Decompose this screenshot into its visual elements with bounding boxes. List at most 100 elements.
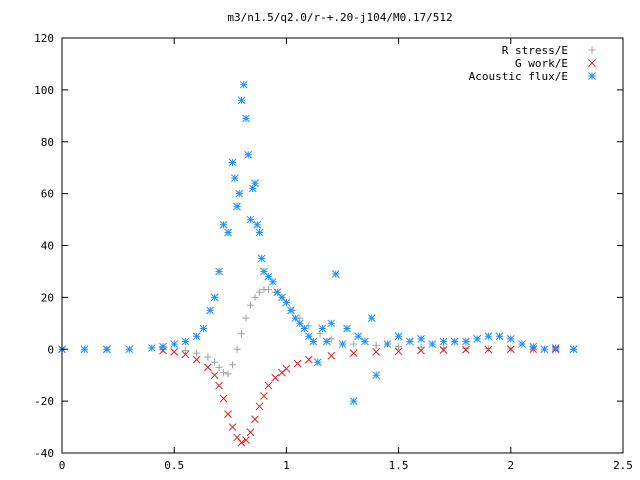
data-point-2-28 <box>257 254 266 263</box>
data-point-0-30 <box>417 343 425 351</box>
data-point-0-6 <box>211 358 219 366</box>
data-point-2-59 <box>450 337 459 346</box>
data-point-0-7 <box>215 363 223 371</box>
plot-frame <box>61 37 624 454</box>
data-point-2-20 <box>239 80 248 89</box>
data-point-1-24 <box>304 355 313 364</box>
y-tick-label-5: 60 <box>41 188 54 201</box>
data-point-2-55 <box>405 337 414 346</box>
data-point-2-39 <box>304 332 313 341</box>
data-point-0-5 <box>204 353 212 361</box>
data-point-1-6 <box>204 363 212 372</box>
data-point-1-20 <box>271 373 280 382</box>
data-point-0-32 <box>462 344 470 352</box>
data-point-1-29 <box>417 346 425 355</box>
data-point-2-68 <box>551 344 560 352</box>
data-point-2-44 <box>327 319 336 328</box>
data-point-2-42 <box>318 324 327 333</box>
data-point-1-2 <box>159 346 167 355</box>
y-tick-label-6: 80 <box>41 136 54 149</box>
data-point-2-61 <box>473 335 481 343</box>
data-point-2-63 <box>495 332 504 341</box>
data-point-2-8 <box>192 332 201 341</box>
data-point-1-9 <box>219 394 228 403</box>
data-point-2-69 <box>569 345 578 354</box>
data-point-0-14 <box>246 301 254 309</box>
data-point-2-5 <box>159 342 167 351</box>
data-point-2-21 <box>242 114 250 123</box>
data-point-2-53 <box>383 340 392 348</box>
axis-ticks: 0 0.5 1 1.5 2 2.5 -40 -20 0 20 40 60 80 100 120 <box>34 32 633 472</box>
data-point-1-19 <box>264 381 273 390</box>
legend-label-0: R stress/E <box>502 44 568 57</box>
data-point-2-50 <box>361 337 369 346</box>
data-point-2-54 <box>394 332 403 341</box>
data-point-0-29 <box>395 343 403 351</box>
legend-marker-2 <box>588 72 596 80</box>
data-point-2-15 <box>228 158 237 167</box>
data-point-2-66 <box>529 342 538 351</box>
data-point-1-27 <box>372 347 381 356</box>
data-point-0-15 <box>251 293 259 301</box>
data-point-2-14 <box>224 228 232 237</box>
y-tick-label-3: 20 <box>41 291 54 304</box>
data-point-2-11 <box>210 293 219 302</box>
data-point-2-9 <box>199 324 208 333</box>
data-point-0-18 <box>264 286 272 294</box>
data-point-2-45 <box>331 270 340 278</box>
data-point-1-23 <box>293 359 302 368</box>
data-point-1-14 <box>242 436 250 444</box>
data-point-2-25 <box>251 179 259 188</box>
data-point-2-3 <box>125 345 134 354</box>
data-point-2-29 <box>260 267 268 276</box>
data-point-2-49 <box>354 332 363 341</box>
data-point-2-51 <box>367 314 376 322</box>
data-point-2-26 <box>253 220 262 229</box>
data-point-2-31 <box>269 277 277 286</box>
y-tick-label-0: -40 <box>34 447 54 460</box>
data-point-2-62 <box>484 332 493 341</box>
data-point-0-9 <box>224 370 232 378</box>
x-tick-label-2: 1 <box>283 459 290 472</box>
data-point-2-38 <box>300 324 309 333</box>
data-point-2-40 <box>309 337 318 346</box>
data-point-1-8 <box>215 381 223 390</box>
data-point-2-2 <box>103 345 111 354</box>
data-point-1-5 <box>192 355 201 364</box>
data-point-2-6 <box>170 340 179 348</box>
data-point-0-33 <box>484 345 492 353</box>
data-point-1-4 <box>181 350 190 359</box>
data-point-2-47 <box>343 324 351 333</box>
data-point-1-15 <box>246 428 255 437</box>
data-point-0-10 <box>229 361 237 369</box>
data-point-2-10 <box>206 306 214 315</box>
data-point-1-32 <box>484 345 493 354</box>
data-point-1-22 <box>282 364 291 373</box>
data-point-0-27 <box>350 340 358 348</box>
legend-marker-1 <box>588 59 596 67</box>
data-point-1-17 <box>255 402 264 411</box>
data-point-2-56 <box>417 335 425 343</box>
data-point-2-41 <box>313 358 322 367</box>
data-point-2-60 <box>462 337 470 346</box>
data-point-0-13 <box>242 314 250 322</box>
data-point-2-57 <box>428 340 437 348</box>
data-point-2-46 <box>338 340 347 348</box>
data-point-1-25 <box>327 351 336 360</box>
data-point-1-31 <box>462 345 470 354</box>
data-point-1-26 <box>349 349 358 357</box>
data-point-2-64 <box>506 335 515 343</box>
data-point-0-12 <box>238 330 246 338</box>
y-tick-label-2: 0 <box>47 343 54 356</box>
data-point-2-17 <box>233 202 241 211</box>
x-tick-label-3: 1.5 <box>389 459 409 472</box>
data-point-0-16 <box>255 288 263 296</box>
data-point-2-34 <box>282 298 291 307</box>
chart-title: m3/n1.5/q2.0/r-+.20-j104/M0.17/512 <box>227 11 452 24</box>
data-point-2-58 <box>439 337 448 346</box>
y-tick-label-1: -20 <box>34 395 54 408</box>
data-point-2-43 <box>322 337 331 346</box>
data-point-2-52 <box>372 371 381 380</box>
